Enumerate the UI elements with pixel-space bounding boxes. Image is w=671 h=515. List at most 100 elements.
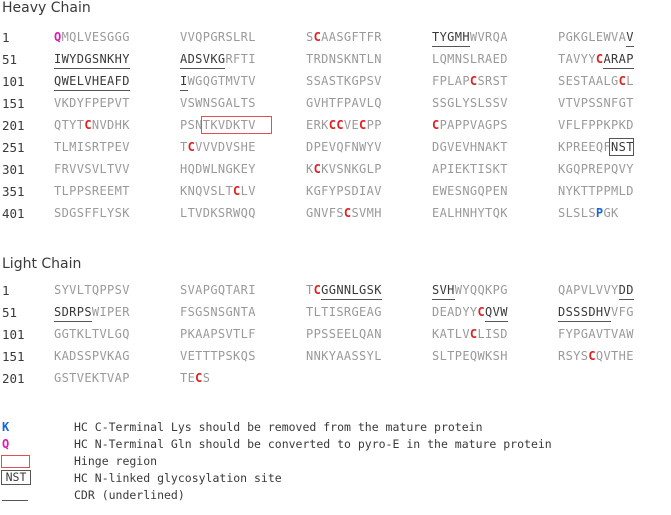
residue: F (343, 140, 352, 154)
residue: P (611, 118, 619, 132)
residue: P (595, 118, 604, 132)
residue: F (611, 96, 619, 110)
residue: R (477, 52, 486, 66)
residue: T (432, 30, 440, 47)
residue: P (107, 96, 115, 110)
heavy-chain-residue-block: DGVEVHNAKT (432, 140, 508, 154)
light-chain-residue-block: PKAAPSVTLF (180, 327, 256, 341)
residue: F (248, 327, 256, 341)
residue: T (99, 371, 108, 385)
residue: P (336, 184, 344, 198)
residue: R (313, 118, 322, 132)
residue: V (99, 327, 108, 341)
residue: Y (107, 206, 115, 220)
residue: Q (195, 30, 203, 44)
residue: T (485, 206, 493, 220)
residue: K (306, 184, 314, 198)
residue: A (595, 74, 604, 88)
heavy-chain-residue-block: PGKGLEWVAV (558, 30, 634, 47)
residue: P (366, 118, 375, 132)
residue: C (469, 74, 478, 88)
residue: S (84, 184, 92, 198)
residue: F (366, 30, 375, 44)
residue: K (76, 327, 85, 341)
heavy-chain-row-number: 201 (2, 118, 25, 133)
residue: C (336, 118, 344, 132)
residue: N (313, 206, 322, 220)
residue: Y (477, 206, 486, 220)
heavy-chain-residue-block: IWGQGTMVTV (180, 74, 256, 91)
residue: Q (54, 74, 62, 91)
residue: T (180, 371, 188, 385)
residue: L (447, 206, 455, 220)
residue: K (603, 118, 612, 132)
residue: C (359, 118, 367, 132)
light-chain-residue-block: SDRPSWIPER (54, 305, 130, 322)
residue: S (84, 162, 92, 176)
residue: S (432, 96, 440, 110)
residue: A (618, 30, 627, 44)
light-chain-residue-block: FSGSNSGNTA (180, 305, 256, 319)
residue: M (225, 74, 234, 88)
residue: L (180, 206, 188, 220)
residue: K (210, 52, 218, 69)
residue: A (114, 371, 123, 385)
residue: Y (69, 52, 77, 69)
residue: G (611, 74, 619, 88)
residue: V (359, 206, 367, 220)
residue: E (351, 118, 360, 132)
residue: P (626, 52, 634, 69)
residue: F (558, 327, 566, 341)
residue: T (306, 52, 314, 66)
residue: T (558, 52, 566, 66)
residue: N (306, 349, 314, 363)
residue: T (69, 327, 77, 341)
residue: L (432, 52, 440, 66)
residue: D (626, 184, 634, 198)
residue: T (306, 283, 314, 297)
light-chain-residue-block: TLTISRGEAG (306, 305, 382, 319)
heavy-chain-row: 1 QMQLVESGGG VVQPGRSLRL SCAASGFTFR TYGMHWVRQ… (0, 30, 671, 50)
residue: S (573, 206, 581, 220)
residue: A (485, 140, 493, 154)
residue: V (107, 371, 115, 385)
residue: P (91, 349, 100, 363)
residue: P (588, 118, 596, 132)
residue: C (618, 74, 627, 88)
light-chain-residue-block: SVAPGQTARI (180, 283, 256, 297)
residue: V (76, 371, 85, 385)
residue: V (202, 52, 211, 69)
heavy-chain-residue-block: VTVPSSNFGT (558, 96, 634, 110)
residue: S (91, 52, 100, 69)
heavy-chain-residue-block: VVQPGRSLRL (180, 30, 256, 44)
heavy-chain-row-number: 151 (2, 96, 25, 111)
light-chain-row-number: 1 (2, 283, 10, 298)
residue: E (321, 140, 329, 154)
residue: H (454, 206, 463, 220)
residue: Q (240, 206, 249, 220)
legend-row-lys: K HC C-Terminal Lys should be removed fr… (0, 420, 671, 436)
residue: N (343, 283, 352, 300)
light-chain-residue-block: DEADYYCQVW (432, 305, 508, 322)
residue: H (91, 74, 100, 91)
residue: G (114, 327, 123, 341)
residue: K (573, 30, 581, 44)
residue: Y (462, 96, 470, 110)
residue: W (233, 206, 241, 220)
residue: T (225, 184, 234, 198)
residue: G (351, 74, 360, 88)
heavy-chain-residue-block: TCVVVDVSHE (180, 140, 256, 154)
residue: V (359, 96, 367, 110)
residue: L (469, 52, 478, 66)
residue: R (91, 184, 100, 198)
residue: V (180, 96, 188, 110)
residue: P (343, 96, 352, 110)
residue: P (603, 184, 612, 198)
residue: E (439, 305, 448, 319)
residue: S (99, 30, 108, 44)
residue: G (469, 184, 478, 198)
residue: P (107, 283, 115, 297)
residue: A (485, 52, 493, 66)
residue: P (462, 118, 470, 132)
heavy-chain-row-number: 251 (2, 140, 25, 155)
